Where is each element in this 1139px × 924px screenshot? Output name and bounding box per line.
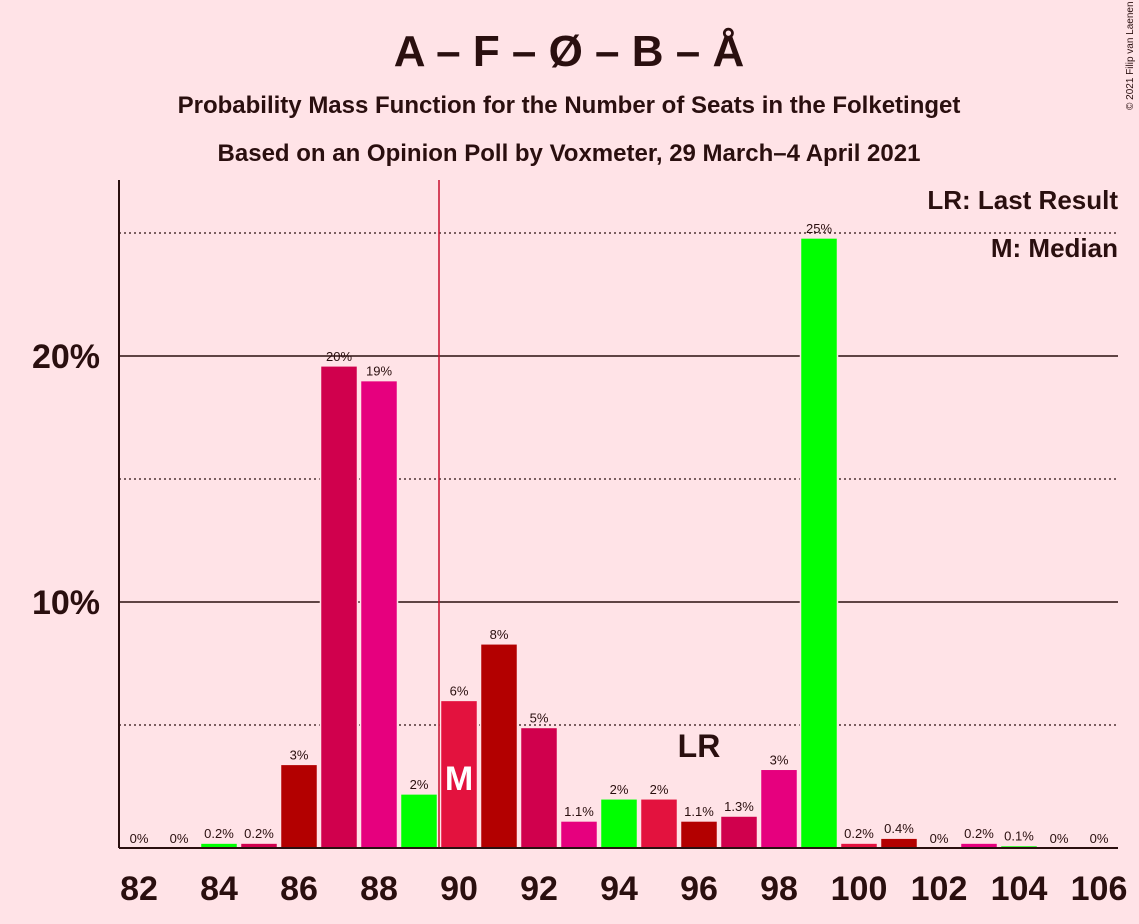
bar-label-87: 20% xyxy=(326,349,352,364)
x-tick-96: 96 xyxy=(680,870,718,908)
bar-label-96: 1.1% xyxy=(684,804,714,819)
copyright-note: © 2021 Filip van Laenen xyxy=(1125,1,1136,110)
bar-101 xyxy=(879,837,919,849)
bar-label-98: 3% xyxy=(770,752,789,767)
x-tick-88: 88 xyxy=(360,870,398,908)
legend-last-result: LR: Last Result xyxy=(927,185,1118,215)
x-tick-106: 106 xyxy=(1071,870,1128,908)
bar-label-89: 2% xyxy=(410,777,429,792)
axes: 82 84 86 88 90 92 94 96 98 100 102 104 106 10% 20% xyxy=(32,180,1127,908)
x-tick-104: 104 xyxy=(991,870,1048,908)
bar-label-106: 0% xyxy=(1090,831,1109,846)
bar-label-85: 0.2% xyxy=(244,826,274,841)
chart-subtitle-2: Based on an Opinion Poll by Voxmeter, 29… xyxy=(218,140,921,167)
chart-title: A – F – Ø – B – Å xyxy=(394,27,744,76)
bar-label-100: 0.2% xyxy=(844,826,874,841)
legend-median: M: Median xyxy=(991,233,1118,263)
bar-label-84: 0.2% xyxy=(204,826,234,841)
bar-90 xyxy=(439,699,479,849)
y-tick-20: 20% xyxy=(32,338,100,376)
bar-96 xyxy=(679,820,719,849)
bar-label-90: 6% xyxy=(450,683,469,698)
bar-98 xyxy=(759,768,799,849)
bar-94 xyxy=(599,798,639,849)
x-tick-94: 94 xyxy=(600,870,638,908)
bar-label-83: 0% xyxy=(170,831,189,846)
bar-label-88: 19% xyxy=(366,364,392,379)
bars: 0% 0% 0.2% 0.2% 3% 20% 19% 2% 6% 8% 5% 1.1% 2% 2% 1.1%… xyxy=(130,221,1109,849)
bar-91 xyxy=(479,643,519,849)
bar-95 xyxy=(639,798,679,849)
x-tick-84: 84 xyxy=(200,870,238,908)
bar-label-92: 5% xyxy=(530,710,549,725)
last-result-marker: LR xyxy=(678,728,721,764)
bar-label-97: 1.3% xyxy=(724,799,754,814)
bar-label-93: 1.1% xyxy=(564,804,594,819)
bar-label-101: 0.4% xyxy=(884,821,914,836)
x-tick-82: 82 xyxy=(120,870,158,908)
x-tick-90: 90 xyxy=(440,870,478,908)
chart-subtitle-1: Probability Mass Function for the Number… xyxy=(178,92,961,119)
bar-86 xyxy=(279,763,319,849)
bar-label-103: 0.2% xyxy=(964,826,994,841)
median-marker: M xyxy=(445,760,473,798)
bar-label-105: 0% xyxy=(1050,831,1069,846)
bar-99 xyxy=(799,237,839,849)
bar-label-102: 0% xyxy=(930,831,949,846)
bar-92 xyxy=(519,726,559,849)
x-tick-100: 100 xyxy=(831,870,888,908)
bar-label-94: 2% xyxy=(610,782,629,797)
grid-lines xyxy=(119,232,1118,726)
bar-87 xyxy=(319,365,359,849)
bar-label-104: 0.1% xyxy=(1004,829,1034,844)
x-tick-98: 98 xyxy=(760,870,798,908)
bar-93 xyxy=(559,820,599,849)
marker-lines: M LR xyxy=(438,180,721,848)
bar-label-95: 2% xyxy=(650,782,669,797)
bar-label-82: 0% xyxy=(130,831,149,846)
bar-97 xyxy=(719,815,759,849)
y-tick-10: 10% xyxy=(32,584,100,622)
x-tick-92: 92 xyxy=(520,870,558,908)
bar-89 xyxy=(399,793,439,849)
x-tick-86: 86 xyxy=(280,870,318,908)
bar-88 xyxy=(359,379,399,849)
bar-label-86: 3% xyxy=(290,747,309,762)
x-tick-102: 102 xyxy=(911,870,968,908)
bar-label-99: 25% xyxy=(806,221,832,236)
bar-label-91: 8% xyxy=(490,627,509,642)
